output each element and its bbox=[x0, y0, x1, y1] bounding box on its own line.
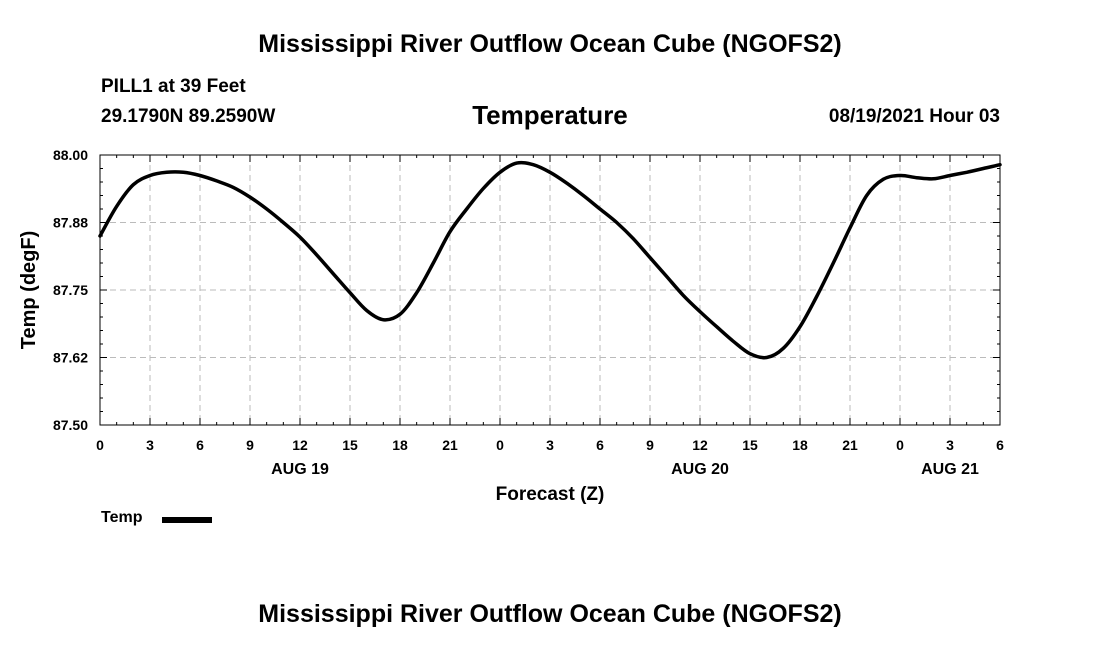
x-tick-label: 12 bbox=[292, 437, 308, 453]
axis-labels: 0 3 6 9 12 15 18 21 0 3 6 9 12 15 18 21 0 3 6 87.50 87.62 87.… bbox=[53, 147, 1004, 478]
x-tick-label: 6 bbox=[596, 437, 604, 453]
date-label: AUG 19 bbox=[271, 461, 329, 478]
y-axis-title: Temp (degF) bbox=[18, 231, 40, 350]
legend-swatch bbox=[162, 517, 212, 523]
x-tick-label: 3 bbox=[946, 437, 954, 453]
x-tick-label: 15 bbox=[742, 437, 758, 453]
x-tick-label: 0 bbox=[496, 437, 504, 453]
x-tick-label: 0 bbox=[896, 437, 904, 453]
chart-title: Temperature bbox=[472, 100, 628, 130]
y-tick-label: 87.50 bbox=[53, 417, 88, 433]
series-layer bbox=[98, 160, 1002, 360]
y-tick-label: 87.62 bbox=[53, 350, 88, 366]
x-tick-label: 6 bbox=[996, 437, 1004, 453]
x-tick-label: 15 bbox=[342, 437, 358, 453]
y-tick-label: 87.75 bbox=[53, 282, 88, 298]
y-tick-label: 88.00 bbox=[53, 147, 88, 163]
x-tick-label: 0 bbox=[96, 437, 104, 453]
x-tick-label: 21 bbox=[442, 437, 458, 453]
x-tick-label: 3 bbox=[546, 437, 554, 453]
x-tick-label: 18 bbox=[792, 437, 808, 453]
axis-ticks bbox=[99, 154, 1001, 426]
series-line-temp bbox=[98, 160, 1002, 360]
x-tick-label: 18 bbox=[392, 437, 408, 453]
station-coordinates: 29.1790N 89.2590W bbox=[101, 106, 276, 127]
forecast-datetime: 08/19/2021 Hour 03 bbox=[828, 106, 1000, 127]
grid-lines bbox=[100, 155, 1000, 425]
x-tick-label: 9 bbox=[646, 437, 654, 453]
x-tick-label: 9 bbox=[246, 437, 254, 453]
x-axis-title: Forecast (Z) bbox=[496, 484, 605, 505]
legend-label: Temp bbox=[101, 509, 143, 526]
x-tick-label: 12 bbox=[692, 437, 708, 453]
x-tick-label: 21 bbox=[842, 437, 858, 453]
footer-title: Mississippi River Outflow Ocean Cube (NG… bbox=[258, 600, 842, 628]
x-tick-label: 6 bbox=[196, 437, 204, 453]
station-label: PILL1 at 39 Feet bbox=[101, 76, 246, 97]
main-title: Mississippi River Outflow Ocean Cube (NG… bbox=[258, 30, 842, 58]
y-tick-label: 87.88 bbox=[53, 215, 88, 231]
date-label: AUG 20 bbox=[671, 461, 729, 478]
x-tick-label: 3 bbox=[146, 437, 154, 453]
date-label: AUG 21 bbox=[921, 461, 979, 478]
